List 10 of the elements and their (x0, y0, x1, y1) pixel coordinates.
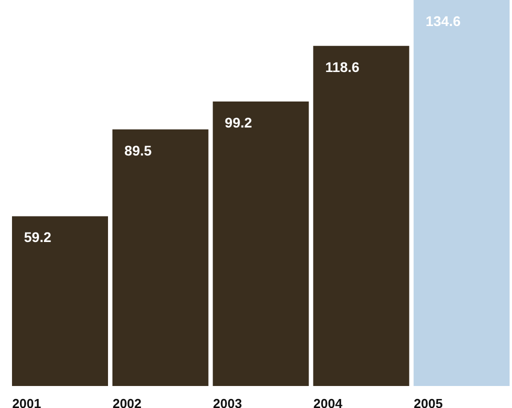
data-label: 99.2 (224, 114, 252, 131)
x-tick-label: 2005 (414, 396, 443, 408)
data-label: 89.5 (124, 142, 152, 158)
x-tick-label: 2003 (213, 396, 242, 408)
x-tick-label: 2001 (12, 396, 42, 408)
x-tick-label: 2004 (313, 396, 344, 408)
data-label: 59.2 (24, 229, 52, 246)
x-tick-label: 2002 (112, 396, 142, 408)
data-label: 134.6 (426, 13, 461, 29)
data-label: 118.6 (325, 58, 360, 75)
